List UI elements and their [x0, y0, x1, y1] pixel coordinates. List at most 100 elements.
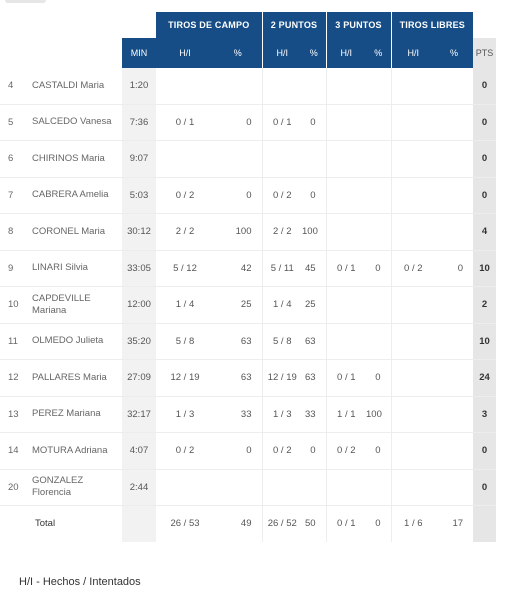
- total-minutes: [122, 505, 156, 542]
- p2-made-attempted: 1 / 3: [261, 396, 302, 433]
- p3-pct: [366, 323, 392, 360]
- fg-made-attempted: 0 / 1: [156, 104, 214, 141]
- p2-made-attempted: [261, 68, 302, 105]
- total-ft: 1 / 6: [390, 505, 436, 542]
- player-number: 11: [0, 323, 32, 360]
- fg-pct: [214, 469, 262, 506]
- p2-pct: 0: [302, 432, 327, 470]
- fg-made-attempted: [156, 140, 214, 178]
- player-points: 2: [473, 286, 497, 324]
- p3-pct: 100: [366, 396, 392, 433]
- player-points: 0: [473, 68, 497, 105]
- col-header-fg-pct: %: [214, 38, 262, 68]
- fg-pct: 25: [214, 286, 262, 324]
- ft-pct: [435, 396, 474, 433]
- player-minutes: 1:20: [122, 68, 156, 105]
- fg-pct: 0: [214, 104, 262, 141]
- player-number: 4: [0, 68, 32, 105]
- ft-pct: [435, 469, 474, 506]
- ft-pct: 0: [435, 250, 474, 287]
- p2-made-attempted: [261, 469, 302, 506]
- total-ft-pct: 17: [452, 518, 464, 530]
- p2-made-attempted: 0 / 2: [261, 432, 302, 470]
- player-number: 20: [0, 469, 32, 506]
- ft-made-attempted: [390, 359, 436, 397]
- p2-made-attempted: 12 / 19: [261, 359, 302, 397]
- player-name: GONZALEZ Florencia: [32, 469, 122, 506]
- p2-pct: 25: [302, 286, 327, 324]
- fg-made-attempted: 5 / 8: [156, 323, 214, 360]
- col-header-ft-pct: %: [435, 38, 474, 68]
- fg-pct: 42: [214, 250, 262, 287]
- player-minutes: 30:12: [122, 213, 156, 251]
- ft-made-attempted: [390, 140, 436, 178]
- p3-pct: [366, 177, 392, 214]
- player-row: 9 LINARI Silvia 33:05 5 / 12 42 5 / 11 4…: [0, 250, 497, 287]
- fg-made-attempted: [156, 469, 214, 506]
- total-label: Total: [35, 518, 56, 530]
- fg-made-attempted: [156, 68, 214, 105]
- p2-made-attempted: 2 / 2: [261, 213, 302, 251]
- player-name: MOTURA Adriana: [32, 432, 122, 470]
- fg-pct: [214, 140, 262, 178]
- player-minutes: 5:03: [122, 177, 156, 214]
- col-header-ft-hi: H/I: [390, 38, 436, 68]
- p2-made-attempted: [261, 140, 302, 178]
- ft-made-attempted: [390, 323, 436, 360]
- player-points: 0: [473, 104, 497, 141]
- fg-made-attempted: 2 / 2: [156, 213, 214, 251]
- player-row: 8 CORONEL Maria 30:12 2 / 2 100 2 / 2 10…: [0, 213, 497, 251]
- player-points: 10: [473, 250, 497, 287]
- p3-pct: [366, 469, 392, 506]
- ft-pct: [435, 177, 474, 214]
- group-header-row: TIROS DE CAMPO 2 PUNTOS 3 PUNTOS TIROS L…: [0, 12, 497, 38]
- fg-pct: [214, 68, 262, 105]
- player-name: CABRERA Amelia: [32, 177, 122, 214]
- group-header-tiros-de-campo: TIROS DE CAMPO: [156, 12, 262, 38]
- p3-pct: [366, 140, 392, 178]
- p3-made-attempted: 1 / 1: [325, 396, 367, 433]
- player-name: CAPDEVILLE Mariana: [32, 286, 122, 324]
- p3-made-attempted: [325, 140, 367, 178]
- col-header-3p-hi: H/I: [325, 38, 367, 68]
- p2-made-attempted: 1 / 4: [261, 286, 302, 324]
- col-header-2p-hi: H/I: [261, 38, 302, 68]
- total-points: [473, 505, 497, 542]
- fg-pct: 100: [214, 213, 262, 251]
- player-number: 7: [0, 177, 32, 214]
- group-header-tiros-libres: TIROS LIBRES: [390, 12, 474, 38]
- ft-made-attempted: [390, 177, 436, 214]
- fg-pct: 0: [214, 177, 262, 214]
- player-name: OLMEDO Julieta: [32, 323, 122, 360]
- total-p3: 0 / 1: [325, 505, 367, 542]
- p2-pct: 100: [302, 213, 327, 251]
- p2-pct: [302, 68, 327, 105]
- player-minutes: 9:07: [122, 140, 156, 178]
- p3-pct: [366, 286, 392, 324]
- ft-made-attempted: [390, 432, 436, 470]
- col-header-pts: PTS: [473, 38, 497, 68]
- total-fg-pct: 49: [240, 518, 252, 530]
- player-points: 0: [473, 469, 497, 506]
- p2-pct: [302, 469, 327, 506]
- player-row: 20 GONZALEZ Florencia 2:44 0: [0, 469, 497, 506]
- player-points: 10: [473, 323, 497, 360]
- col-header-2p-pct: %: [302, 38, 327, 68]
- p3-made-attempted: 0 / 1: [325, 359, 367, 397]
- player-points: 3: [473, 396, 497, 433]
- ft-pct: [435, 432, 474, 470]
- player-row: 5 SALCEDO Vanesa 7:36 0 / 1 0 0 / 1 0 0: [0, 104, 497, 141]
- p2-pct: 45: [302, 250, 327, 287]
- player-row: 11 OLMEDO Julieta 35:20 5 / 8 63 5 / 8 6…: [0, 323, 497, 360]
- player-name: LINARI Silvia: [32, 250, 122, 287]
- group-header-2-puntos: 2 PUNTOS: [261, 12, 327, 38]
- p3-made-attempted: 0 / 2: [325, 432, 367, 470]
- fg-made-attempted: 1 / 3: [156, 396, 214, 433]
- p2-pct: 33: [302, 396, 327, 433]
- player-points: 0: [473, 432, 497, 470]
- player-row: 13 PEREZ Mariana 32:17 1 / 3 33 1 / 3 33…: [0, 396, 497, 433]
- player-number: 5: [0, 104, 32, 141]
- p3-made-attempted: [325, 469, 367, 506]
- col-header-3p-pct: %: [366, 38, 392, 68]
- ft-made-attempted: [390, 104, 436, 141]
